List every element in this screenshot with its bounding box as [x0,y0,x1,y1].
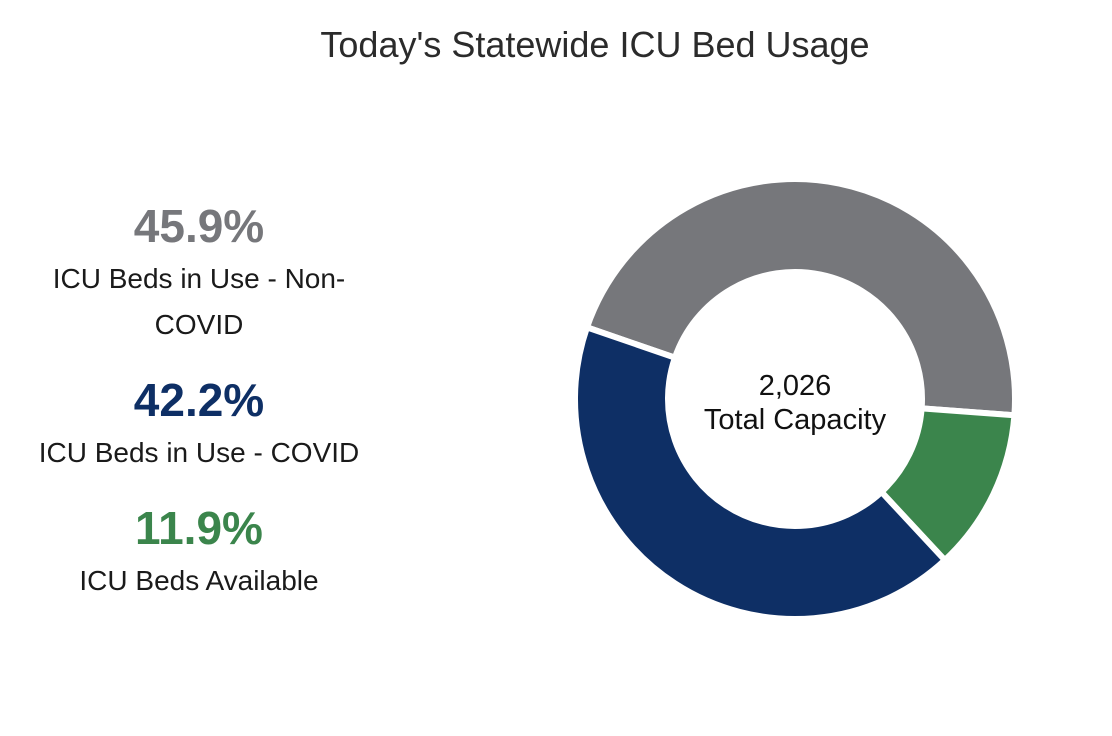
legend-label-covid: ICU Beds in Use - COVID [38,437,360,468]
donut-chart: 2,026 Total Capacity [572,176,1018,622]
legend-value-covid: 42.2% [133,374,265,426]
center-value: 2,026 [759,370,832,402]
chart-title: Today's Statewide ICU Bed Usage [320,24,870,65]
center-label: Total Capacity [704,404,887,436]
legend-value-available: 11.9% [135,502,263,554]
legend-label-available: ICU Beds Available [79,565,319,596]
slice-covid [572,323,950,622]
slice-non-covid [583,176,1018,419]
legend-item-available: 11.9% ICU Beds Available [0,498,398,604]
legend-value-non-covid: 45.9% [133,200,265,252]
legend: 45.9% ICU Beds in Use - Non-COVID 42.2% … [0,196,398,626]
legend-item-covid: 42.2% ICU Beds in Use - COVID [0,370,398,476]
legend-label-non-covid: ICU Beds in Use - Non-COVID [52,263,346,340]
legend-item-non-covid: 45.9% ICU Beds in Use - Non-COVID [0,196,398,348]
